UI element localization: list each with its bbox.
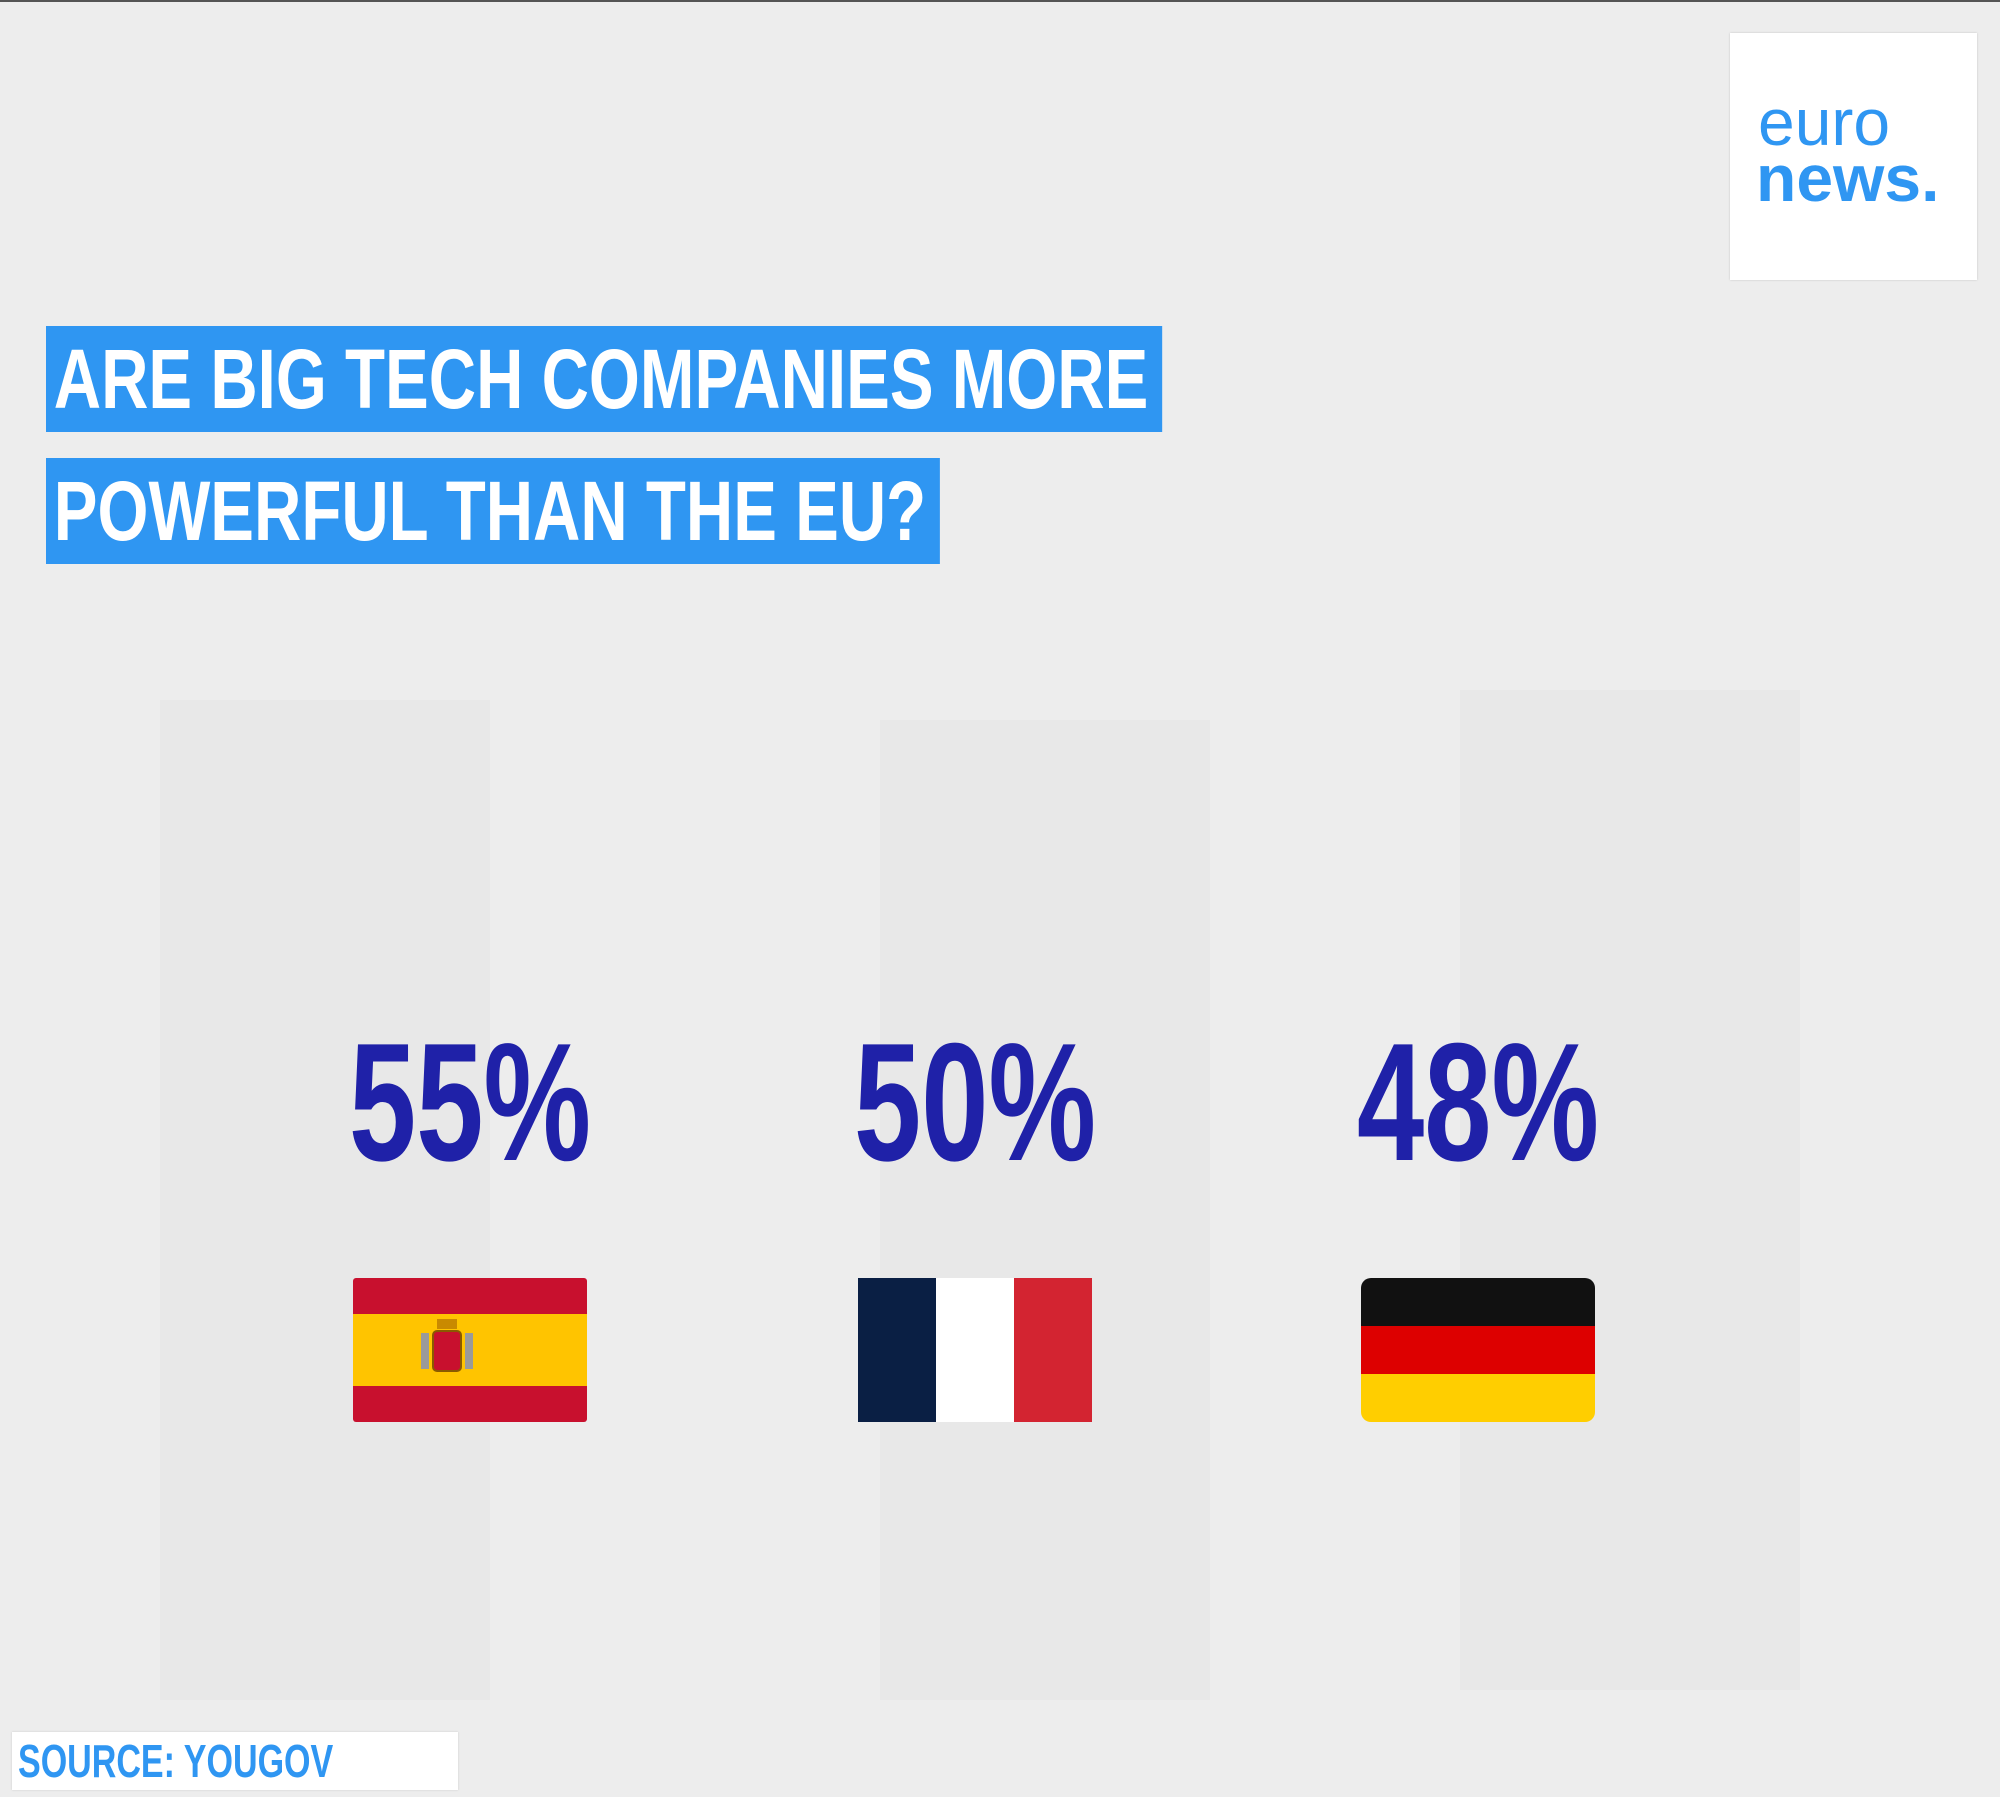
title-line-1: ARE BIG TECH COMPANIES MORE [46,326,1163,432]
data-column: 55% [349,1009,591,1422]
source-label: SOURCE: YOUGOV [12,1732,458,1790]
logo-text-news: news. [1756,141,1939,215]
coat-of-arms-icon [432,1330,462,1372]
data-label: 48% [1357,1009,1599,1197]
pillar-icon [465,1333,473,1369]
germany-flag [1361,1278,1595,1422]
data-column: 48% [1357,1009,1599,1422]
euronews-logo: euro news. [1730,33,1977,280]
spain-flag [353,1278,587,1422]
data-column: 50% [854,1009,1096,1422]
pillar-icon [421,1333,429,1369]
flag-body [1361,1278,1595,1422]
data-label: 50% [854,1009,1096,1197]
flag-stripe [1361,1326,1595,1375]
source-text: SOURCE: YOUGOV [18,1735,334,1787]
flag-stripe [1014,1278,1092,1422]
flag-stripe [858,1278,936,1422]
euronews-logo-mark: euro news. [1756,85,1939,215]
title-line-2: POWERFUL THAN THE EU? [46,458,941,564]
logo-text-euro: euro [1758,85,1890,159]
flag-stripe [1361,1374,1595,1422]
france-flag [858,1278,1092,1422]
data-label: 55% [349,1009,591,1197]
crown-icon [437,1319,457,1329]
flag-stripe [1361,1278,1595,1327]
